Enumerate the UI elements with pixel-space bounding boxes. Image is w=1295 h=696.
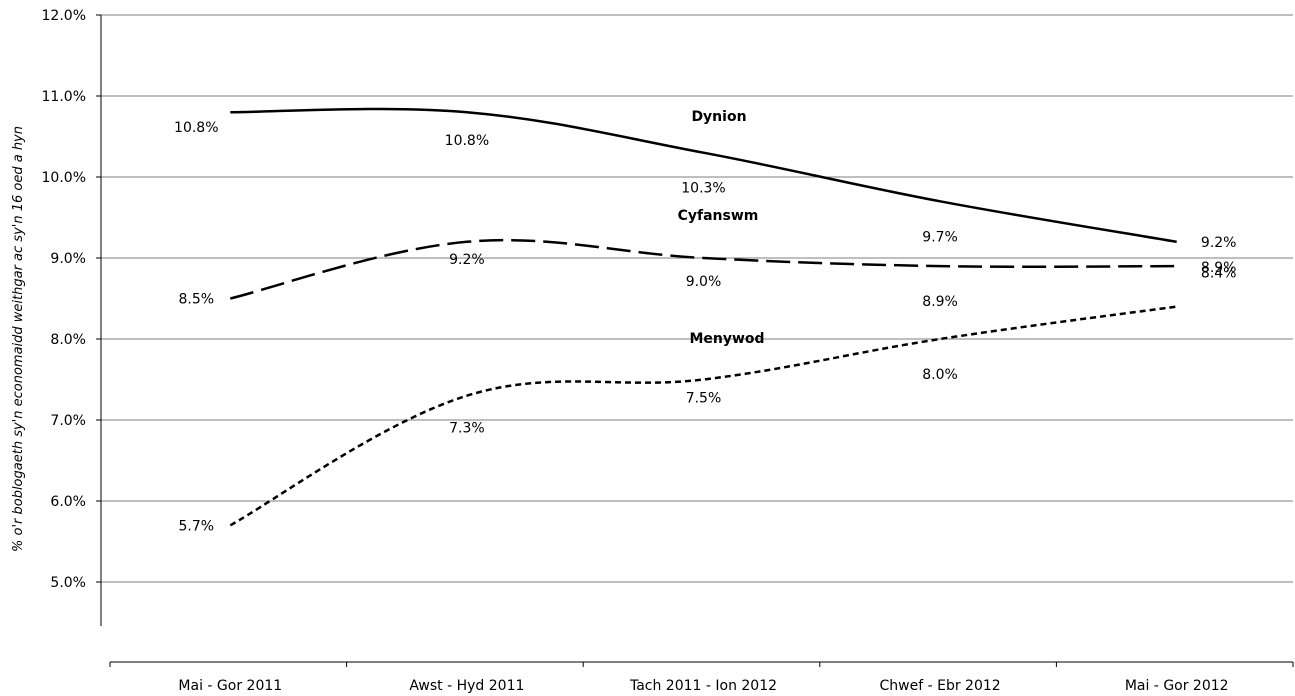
series-line [230, 238, 1177, 300]
data-label: 8.9% [922, 294, 958, 310]
y-tick-label: 5.0% [50, 575, 86, 591]
y-tick-label: 8.0% [50, 332, 86, 348]
y-axis-ticks: 5.0% 6.0% 7.0% 8.0% 9.0% 10.0% 11.0% 12.0% [42, 8, 101, 591]
x-tick-label: Awst - Hyd 2011 [409, 678, 524, 694]
gridlines [101, 14, 1293, 583]
y-tick-label: 10.0% [42, 170, 86, 186]
series-label: Dynion [691, 109, 746, 125]
data-label: 9.0% [686, 274, 722, 290]
x-tick-label: Mai - Gor 2012 [1125, 678, 1229, 694]
y-tick-label: 9.0% [50, 251, 86, 267]
data-label: 10.8% [445, 133, 489, 149]
y-axis-title: % o'r boblogaeth sy'n economaidd weithga… [11, 126, 26, 552]
data-label: 10.3% [681, 181, 725, 197]
series-label: Menywod [689, 331, 764, 347]
series-labels: Dynion Cyfanswm Menywod [678, 109, 765, 347]
data-label: 9.2% [1201, 235, 1237, 251]
x-tick-label: Mai - Gor 2011 [178, 678, 282, 694]
data-label: 10.8% [174, 120, 218, 136]
y-tick-label: 11.0% [42, 89, 86, 105]
series-lines [229, 107, 1177, 527]
data-label: 8.4% [1201, 266, 1237, 282]
data-label: 7.3% [449, 421, 485, 437]
data-labels: 10.8%10.8%10.3%9.7% 9.2%8.5%9.2%9.0%8.9%8… [174, 120, 1236, 534]
data-label: 8.0% [922, 367, 958, 383]
series-line [229, 305, 1177, 527]
series-line [230, 107, 1177, 244]
y-tick-label: 6.0% [50, 494, 86, 510]
data-label: 7.5% [686, 391, 722, 407]
y-tick-label: 12.0% [42, 8, 86, 24]
data-label: 8.9% [1201, 260, 1237, 276]
data-label: 5.7% [179, 518, 215, 534]
data-label: 9.7% [922, 229, 958, 245]
x-axis-ticks: Mai - Gor 2011 Awst - Hyd 2011 Tach 2011 -… [109, 662, 1294, 694]
data-label: 8.5% [179, 292, 215, 308]
x-tick-label: Tach 2011 - Ion 2012 [629, 678, 777, 694]
y-tick-label: 7.0% [50, 413, 86, 429]
data-label: 9.2% [449, 252, 485, 268]
series-label: Cyfanswm [678, 208, 759, 224]
x-tick-label: Chwef - Ebr 2012 [880, 678, 1001, 694]
